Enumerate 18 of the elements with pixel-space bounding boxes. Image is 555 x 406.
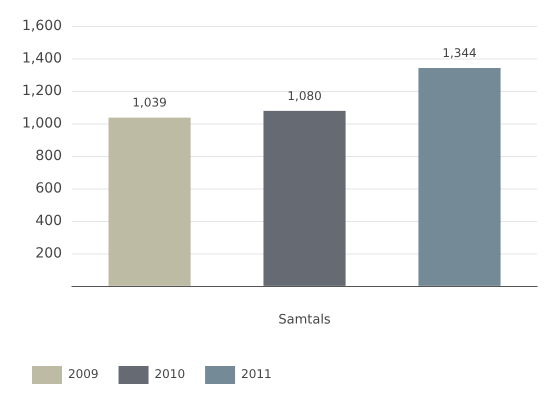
bar — [263, 110, 346, 286]
y-tick-label: 1,200 — [22, 83, 62, 100]
y-tick-label: 400 — [35, 213, 62, 230]
y-tick-label: 1,000 — [22, 116, 62, 132]
legend-label: 2011 — [241, 367, 272, 382]
data-label: 1,039 — [132, 96, 167, 110]
y-tick-label: 800 — [35, 148, 62, 164]
data-label: 1,344 — [442, 46, 477, 60]
legend-label: 2010 — [154, 367, 186, 382]
bar — [108, 118, 191, 286]
y-tick-label: 600 — [35, 180, 62, 197]
y-tick-label: 1,400 — [22, 50, 62, 67]
y-tick-label: 200 — [35, 246, 62, 262]
bar — [418, 68, 501, 286]
data-label: 1,080 — [287, 89, 322, 104]
x-tick-label: Samtals — [278, 312, 331, 328]
y-tick-label: 1,600 — [22, 18, 62, 34]
legend-label: 2009 — [68, 367, 99, 382]
